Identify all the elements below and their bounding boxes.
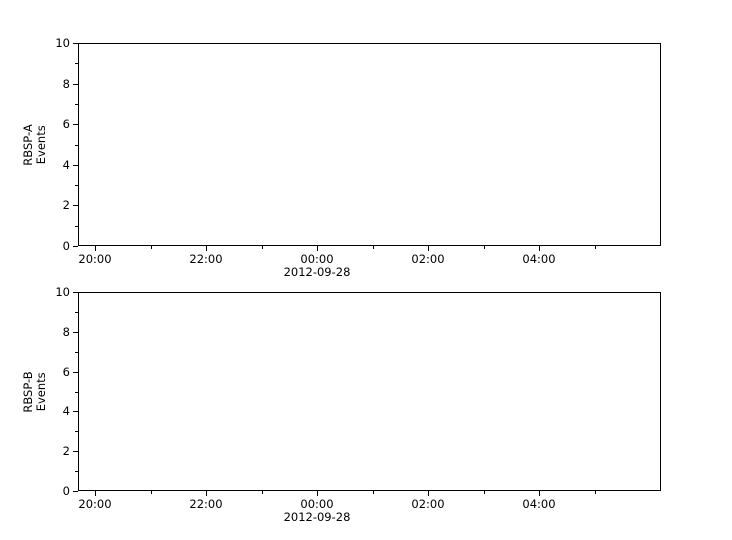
plot-panel-rbsp-a: RBSP-A Events 10 8 6 4 2 0 20:00 22:00 xyxy=(21,37,661,279)
x-tick-major xyxy=(539,246,540,251)
y-tick-major xyxy=(73,411,78,413)
x-tick-label-text: 22:00 xyxy=(189,497,223,511)
x-tick-minor xyxy=(483,491,485,494)
y-tick-major xyxy=(73,246,78,247)
y-tick-major xyxy=(73,124,78,126)
y-tick-major xyxy=(73,491,78,492)
y-tick-label: 10 xyxy=(55,36,70,50)
y-tick-label: 0 xyxy=(62,484,70,498)
x-tick-minor xyxy=(483,246,485,249)
plot-frame-rbsp-b xyxy=(78,292,661,491)
y-tick-minor xyxy=(75,144,78,146)
x-tick-label: 04:00 xyxy=(522,498,555,511)
x-tick-minor xyxy=(372,491,374,494)
y-tick-minor xyxy=(75,185,78,187)
x-tick-label: 20:00 xyxy=(78,498,111,511)
x-tick-label-text: 02:00 xyxy=(411,497,445,511)
y-tick-major xyxy=(73,164,78,166)
y-tick-label: 10 xyxy=(55,285,70,299)
y-axis-label-rbsp-a: RBSP-A Events xyxy=(21,124,48,165)
x-tick-label: 22:00 xyxy=(189,253,222,266)
y-tick-label: 4 xyxy=(62,157,70,172)
y-tick-minor xyxy=(75,225,78,227)
x-tick-major xyxy=(428,491,429,496)
y-tick-major xyxy=(73,83,78,85)
x-tick-label-text: 20:00 xyxy=(78,497,112,511)
x-tick-label: 22:00 xyxy=(189,498,222,511)
x-tick-label: 00:00 2012-09-28 xyxy=(284,498,351,524)
y-tick-major xyxy=(73,331,78,333)
y-tick-label: 8 xyxy=(62,324,70,339)
y-tick-major xyxy=(73,292,78,293)
x-tick-major xyxy=(206,246,207,251)
x-tick-label: 20:00 xyxy=(78,253,111,266)
y-tick-minor xyxy=(75,103,78,105)
x-tick-major xyxy=(95,491,96,496)
y-tick-major xyxy=(73,43,78,44)
y-tick-major xyxy=(73,451,78,453)
y-tick-label: 6 xyxy=(62,117,70,132)
x-tick-minor xyxy=(372,246,374,249)
y-tick-major xyxy=(73,205,78,207)
y-tick-label: 2 xyxy=(62,444,70,459)
y-axis-label-line2: Events xyxy=(34,372,48,411)
y-tick-label: 6 xyxy=(62,364,70,379)
y-tick-label: 4 xyxy=(62,404,70,419)
x-tick-label-text: 04:00 xyxy=(522,252,556,266)
x-tick-label-text: 20:00 xyxy=(78,252,112,266)
x-tick-label-text: 02:00 xyxy=(411,252,445,266)
x-tick-minor xyxy=(150,246,152,249)
x-tick-minor xyxy=(150,491,152,494)
x-tick-minor xyxy=(594,246,596,249)
plot-panel-rbsp-b: RBSP-B Events 10 8 6 4 2 0 20:00 22:00 0… xyxy=(21,286,661,524)
x-tick-major xyxy=(317,491,318,496)
x-tick-minor xyxy=(261,491,263,494)
x-tick-label-text: 00:00 xyxy=(300,252,334,266)
plot-frame-rbsp-a xyxy=(78,43,661,246)
y-tick-minor xyxy=(75,63,78,65)
x-axis-datestamp: 2012-09-28 xyxy=(283,510,351,524)
y-tick-minor xyxy=(75,311,78,313)
y-tick-label: 0 xyxy=(62,239,70,253)
x-tick-major xyxy=(539,491,540,496)
x-tick-label: 04:00 xyxy=(522,253,555,266)
y-tick-minor xyxy=(75,351,78,353)
x-axis-datestamp: 2012-09-28 xyxy=(283,265,351,279)
y-tick-label: 2 xyxy=(62,198,70,213)
y-tick-label: 8 xyxy=(62,76,70,91)
x-tick-minor xyxy=(594,491,596,494)
x-tick-label-text: 00:00 xyxy=(300,497,334,511)
y-tick-minor xyxy=(75,391,78,393)
y-tick-major xyxy=(73,371,78,373)
x-tick-major xyxy=(95,246,96,251)
x-tick-label: 02:00 xyxy=(411,498,444,511)
x-tick-label-text: 04:00 xyxy=(522,497,556,511)
y-tick-minor xyxy=(75,431,78,433)
x-tick-label: 00:00 2012-09-28 xyxy=(284,253,351,279)
y-axis-label-line2: Events xyxy=(34,125,48,164)
y-axis-label-rbsp-b: RBSP-B Events xyxy=(21,371,48,412)
x-tick-label-text: 22:00 xyxy=(189,252,223,266)
x-tick-major xyxy=(428,246,429,251)
y-tick-minor xyxy=(75,471,78,473)
x-tick-label: 02:00 xyxy=(411,253,444,266)
x-tick-major xyxy=(206,491,207,496)
x-tick-major xyxy=(317,246,318,251)
x-tick-minor xyxy=(261,246,263,249)
